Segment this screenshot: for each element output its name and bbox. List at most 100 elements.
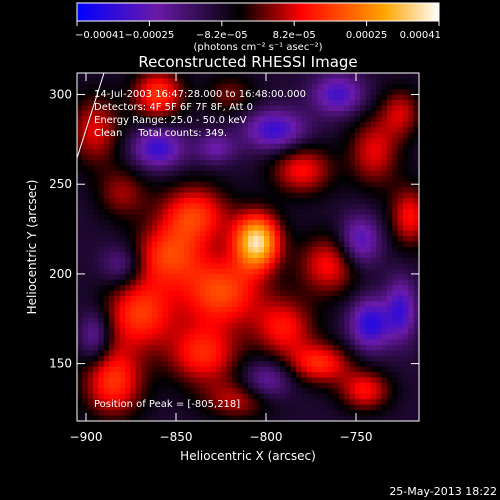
heatmap-cell [413, 328, 419, 335]
heatmap-cell [328, 105, 334, 112]
heatmap-cell [87, 372, 94, 378]
heatmap-cell [248, 279, 254, 286]
heatmap-cell [237, 121, 244, 128]
heatmap-cell [349, 100, 356, 107]
heatmap-cell [317, 111, 324, 117]
heatmap-cell [162, 225, 169, 232]
heatmap-cell [253, 252, 260, 259]
heatmap-cell [333, 388, 340, 395]
heatmap-cell [381, 301, 388, 308]
heatmap-cell [125, 176, 131, 183]
heatmap-cell [333, 285, 340, 291]
heatmap-cell [194, 121, 201, 128]
heatmap-cell [285, 257, 292, 264]
heatmap-cell [338, 344, 345, 351]
heatmap-cell [290, 415, 297, 421]
heatmap-cell [344, 295, 350, 302]
heatmap-cell [205, 127, 211, 134]
heatmap-cell [173, 334, 179, 340]
heatmap-cell [87, 203, 94, 210]
heatmap-cell [125, 100, 131, 107]
heatmap-cell [338, 100, 345, 107]
heatmap-cell [370, 116, 377, 123]
heatmap-cell [312, 214, 318, 221]
heatmap-cell [151, 230, 158, 237]
heatmap-cell [280, 268, 286, 275]
heatmap-cell [194, 263, 201, 270]
heatmap-cell [354, 279, 361, 286]
heatmap-cell [274, 355, 281, 362]
heatmap-cell [237, 415, 244, 421]
heatmap-cell [312, 121, 318, 128]
heatmap-cell [280, 187, 286, 194]
heatmap-cell [333, 78, 340, 85]
heatmap-cell [146, 116, 153, 123]
heatmap-cell [397, 312, 404, 319]
heatmap-cell [77, 323, 83, 329]
heatmap-cell [381, 247, 388, 253]
heatmap-cell [306, 247, 313, 253]
heatmap-cell [178, 388, 185, 395]
heatmap-cell [349, 149, 356, 155]
heatmap-cell [146, 149, 153, 155]
heatmap-cell [189, 89, 195, 96]
heatmap-cell [82, 410, 89, 416]
heatmap-cell [285, 160, 292, 166]
heatmap-cell [306, 290, 313, 297]
heatmap-cell [386, 89, 393, 96]
heatmap-cell [360, 323, 366, 329]
heatmap-cell [328, 241, 334, 248]
heatmap-cell [370, 149, 377, 155]
heatmap-cell [306, 111, 313, 117]
heatmap-cell [338, 170, 345, 177]
heatmap-cell [130, 219, 137, 226]
heatmap-cell [82, 344, 89, 351]
heatmap-cell [360, 127, 366, 134]
heatmap-cell [109, 257, 115, 264]
heatmap-cell [264, 344, 270, 351]
heatmap-cell [290, 355, 297, 362]
heatmap-cell [135, 306, 142, 313]
heatmap-cell [82, 121, 89, 128]
heatmap-cell [264, 203, 270, 210]
heatmap-cell [290, 247, 297, 253]
heatmap-cell [189, 241, 195, 248]
heatmap-cell [151, 192, 158, 199]
heatmap-cell [77, 382, 83, 389]
heatmap-cell [125, 247, 131, 253]
heatmap-cell [109, 143, 115, 150]
heatmap-cell [114, 203, 121, 210]
heatmap-cell [157, 208, 163, 215]
heatmap-cell [151, 306, 158, 313]
heatmap-cell [98, 143, 105, 150]
heatmap-cell [242, 100, 249, 107]
heatmap-cell [381, 317, 388, 324]
heatmap-cell [167, 160, 174, 166]
heatmap-cell [173, 268, 179, 275]
heatmap-cell [194, 94, 201, 101]
heatmap-cell [221, 127, 228, 134]
heatmap-cell [226, 73, 233, 79]
heatmap-cell [365, 187, 372, 194]
heatmap-cell [183, 105, 190, 112]
heatmap-cell [333, 225, 340, 232]
heatmap-cell [344, 187, 350, 194]
heatmap-cell [248, 78, 254, 85]
heatmap-cell [237, 263, 244, 270]
heatmap-cell [258, 410, 265, 416]
heatmap-cell [194, 230, 201, 237]
heatmap-cell [125, 355, 131, 362]
heatmap-cell [146, 382, 153, 389]
heatmap-cell [114, 328, 121, 335]
heatmap-cell [237, 105, 244, 112]
heatmap-cell [237, 73, 244, 79]
heatmap-cell [322, 317, 329, 324]
heatmap-cell [114, 176, 121, 183]
heatmap-cell [82, 214, 89, 221]
heatmap-cell [328, 312, 334, 319]
heatmap-cell [370, 170, 377, 177]
heatmap-cell [402, 361, 409, 368]
heatmap-cell [93, 415, 99, 421]
heatmap-cell [264, 214, 270, 221]
heatmap-cell [370, 94, 377, 101]
